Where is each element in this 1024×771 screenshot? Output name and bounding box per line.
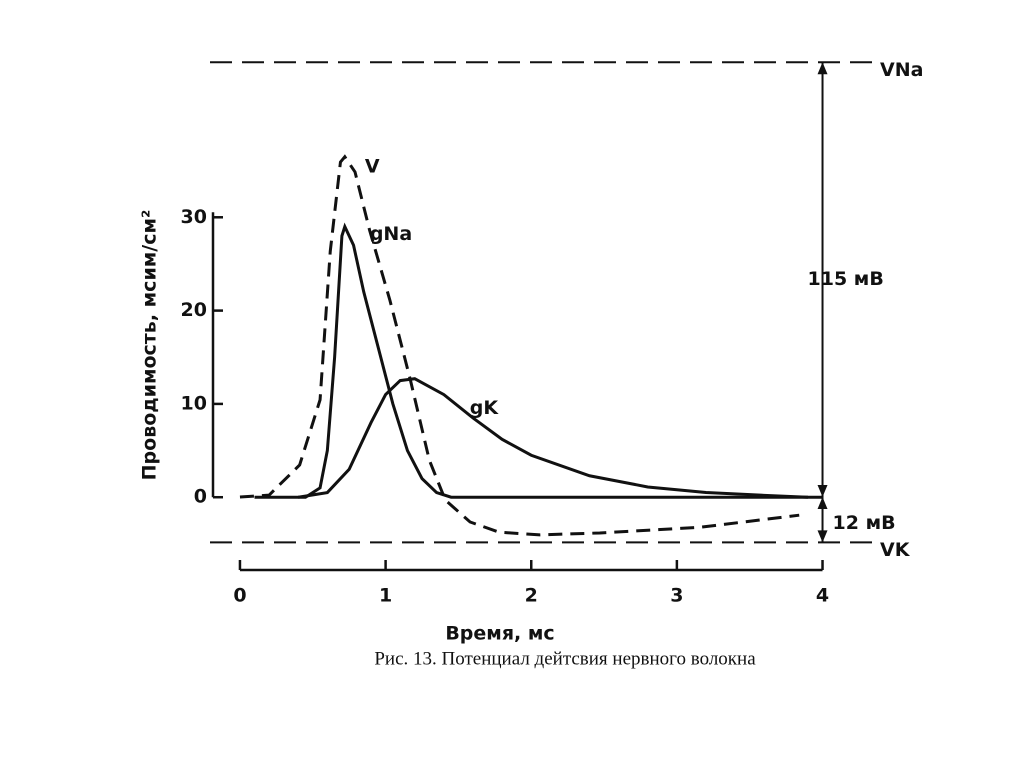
arrowhead [817,497,828,510]
y-tick-label: 20 [181,299,207,321]
series-label: gK [470,397,500,419]
y-tick-label: 0 [194,486,207,508]
x-tick-label: 1 [379,585,392,607]
annotation: 115 мВ [808,268,884,290]
series-line [254,222,823,499]
series-line [297,377,809,499]
x-tick-label: 2 [525,585,538,607]
x-tick-label: 4 [816,585,829,607]
series-label: gNa [370,223,412,245]
y-tick-label: 30 [181,206,207,228]
arrowhead [817,485,828,498]
annotation: 12 мВ [833,512,896,534]
reference-label: VNa [880,59,923,81]
x-axis-label: Время, мс [445,623,554,645]
arrowhead [817,62,828,75]
series-label: V [365,155,380,177]
y-axis-label: Проводимость, мсим/см² [139,210,161,481]
series-line [239,154,800,537]
reference-label: VK [880,539,911,561]
x-tick-label: 3 [670,585,683,607]
arrowhead [817,530,828,543]
caption: Рис. 13. Потенциал дейтсвия нервного вол… [374,648,756,669]
y-tick-label: 10 [181,392,207,414]
x-tick-label: 0 [233,585,246,607]
